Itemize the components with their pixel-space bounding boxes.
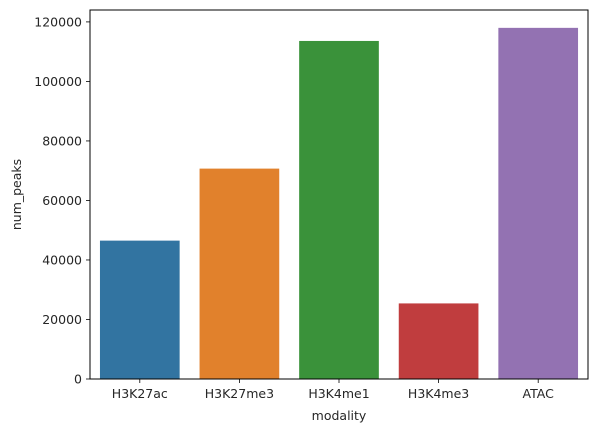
bar-atac	[498, 27, 579, 380]
y-tick-label: 100000	[34, 74, 82, 89]
y-ticks-group: 0 20000 40000 60000 80000 100000 120000	[34, 14, 90, 387]
x-tick-label: H3K4me3	[408, 386, 469, 401]
bar-h3k4me1	[299, 40, 379, 379]
bar-h3k27ac	[99, 240, 180, 379]
x-tick-label: ATAC	[523, 386, 555, 401]
y-axis-label: num_peaks	[9, 159, 24, 230]
y-tick-label: 60000	[42, 193, 82, 208]
y-tick-label: 80000	[42, 133, 82, 148]
bars-group	[99, 27, 579, 380]
x-tick-label: H3K27ac	[112, 386, 168, 401]
bar-h3k27me3	[199, 168, 280, 379]
x-ticks-group: H3K27ac H3K27me3 H3K4me1 H3K4me3 ATAC	[112, 379, 554, 401]
x-tick-label: H3K27me3	[205, 386, 274, 401]
x-axis-label: modality	[312, 408, 367, 423]
y-tick-label: 0	[74, 372, 82, 387]
y-tick-label: 40000	[42, 252, 82, 267]
y-tick-label: 120000	[34, 14, 82, 29]
y-tick-label: 20000	[42, 312, 82, 327]
bar-h3k4me3	[398, 303, 479, 379]
x-tick-label: H3K4me1	[308, 386, 369, 401]
